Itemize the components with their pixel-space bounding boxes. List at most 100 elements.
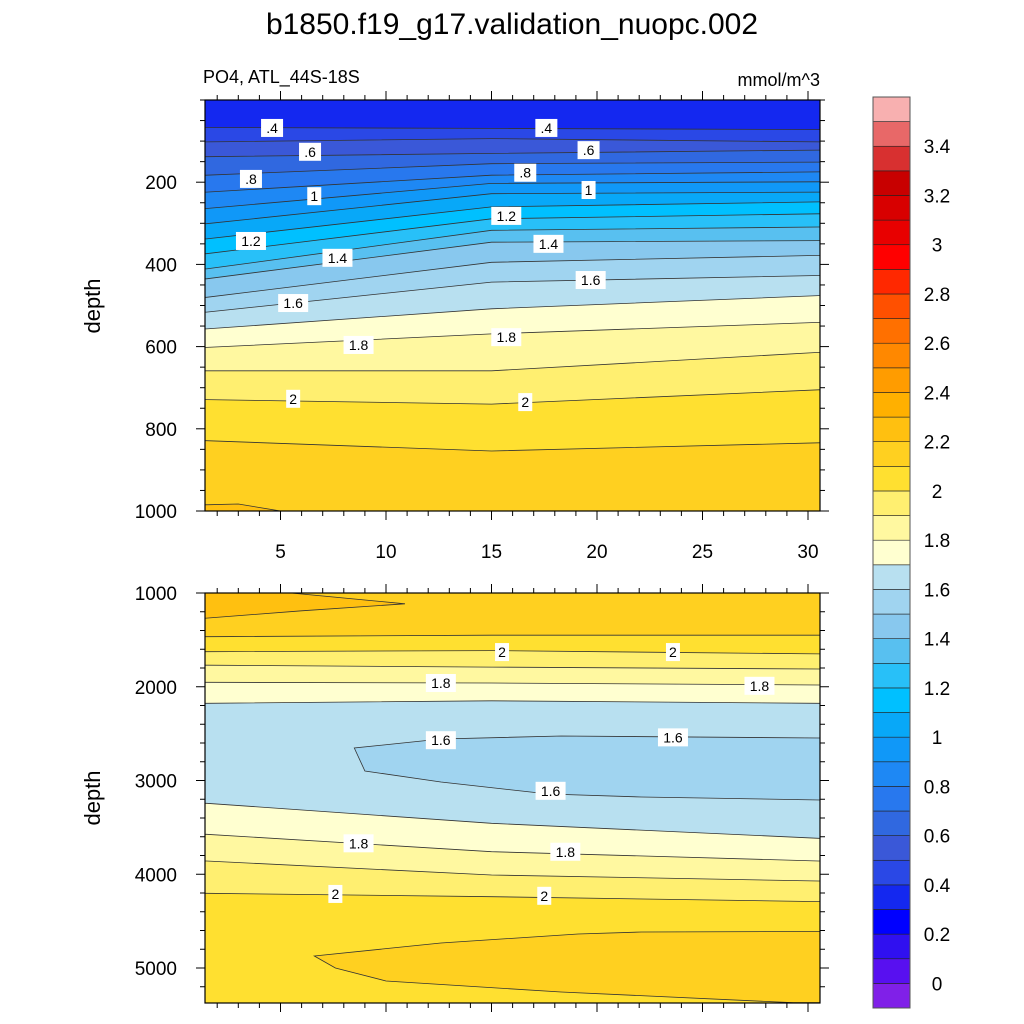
colorbar-box [872,416,911,443]
contour-line [205,802,820,839]
contour-label-box [535,118,558,137]
x-tick-label: 5 [275,542,286,563]
colorbar-box [872,712,911,738]
contour-label: .8 [245,171,257,187]
contour-label: 1.8 [556,844,576,860]
contour-label: 2 [521,394,529,410]
x-tick-label: 30 [797,542,818,563]
contour-label-box [491,328,522,347]
contour-label-box [328,884,343,903]
colorbar-box [872,392,911,418]
contour-line [205,201,820,240]
contour-label-box [425,731,456,750]
contour-label-box [425,674,456,692]
y-tick-label: 400 [145,255,177,276]
contour-line [205,295,820,330]
colorbar-label: 1.2 [924,679,950,700]
contour-pocket-2.1 [314,931,820,1003]
colorbar-box [872,441,911,467]
colorbar-box [872,589,911,615]
contour-line [205,171,820,193]
colorbar-label: 1.8 [924,531,950,552]
contour-label: 2 [498,644,506,660]
contour-line [205,892,820,902]
contour-line [205,181,820,209]
contour-line [205,226,820,270]
contour-fills [205,100,820,511]
contour-label: 1.6 [431,732,451,748]
colorbar-frame [872,96,911,1009]
colorbar-box [872,490,911,516]
contour-line [205,634,820,638]
contour-line [313,931,820,1003]
colorbar-box [872,810,911,836]
contour-label: 2 [540,888,548,904]
colorbar-label: 0.4 [924,876,951,897]
contour-label: 2 [331,886,339,902]
contour-label: .6 [583,142,595,158]
colorbar-box [872,195,911,221]
colorbar-label: 1.6 [924,580,950,601]
contour-line [205,593,406,619]
contour-label: 1.4 [539,236,559,252]
colorbar-label: 3.2 [924,186,950,207]
colorbar-box [872,367,911,393]
y-tick-label: 1000 [135,584,177,605]
contour-label: 1.8 [497,329,517,345]
contour-fills [205,593,820,1003]
contour-label-box [514,163,537,182]
contour-label: 1 [310,188,318,204]
contour-label-box [491,206,522,225]
contour-label: .8 [519,165,531,181]
x-tick-label: 10 [375,542,396,563]
contour-label-box [744,676,775,695]
colorbar-label: 1 [932,728,943,749]
bottom-y-axis-label: depth [80,770,105,825]
contour-label-box [665,643,680,662]
chart-title: b1850.f19_g17.validation_nuopc.002 [266,8,758,41]
contour-line [205,833,820,862]
colorbar-box [872,244,911,270]
colorbar-box [872,318,911,344]
colorbar-box [872,884,911,910]
colorbar-label: 2.4 [924,383,951,404]
y-tick-label: 800 [145,420,177,441]
units-label: mmol/m^3 [738,70,820,90]
colorbar-label: 0.2 [924,925,950,946]
contour-line [205,161,820,176]
variable-region-label: PO4, ATL_44S-18S [203,67,360,88]
x-tick-label: 20 [586,542,607,563]
colorbar-box [872,786,911,812]
colorbar-box [872,638,911,664]
colorbar-label: 0.8 [924,777,950,798]
colorbar-label: 2.8 [924,285,950,306]
colorbar-box [872,466,911,492]
contour-label: 1.6 [663,729,683,745]
contour-label-box [322,248,353,267]
colorbar-box [872,293,911,319]
contour-label-box [533,234,564,253]
contour-line [205,389,820,405]
contour-label-box [239,169,262,188]
colorbar-box [872,121,911,147]
colorbar-label: 2.6 [924,334,950,355]
contour-label: 1.2 [497,208,517,224]
contour-label-box [577,141,600,160]
contour-line [205,149,820,158]
contour-label: .4 [266,120,278,136]
colorbar-box [872,761,911,787]
contour-label-box [278,294,309,313]
contour-line [205,254,820,298]
colorbar-box [872,170,911,196]
colorbar-label: 2.2 [924,433,950,454]
top-panel: .4 .4 .6 .6 .8 .8 1 1 1.2 1.2 1.4 1.4 1.6 1.6 1.8 1.8 2 2… [135,91,829,563]
colorbar-box [872,933,911,960]
contour-label-box [550,842,581,861]
colorbar-box [872,613,911,639]
contour-line [205,503,281,511]
contour-label: 1.8 [349,835,369,851]
bottom-panel: 2 2 1.8 1.8 1.6 1.6 1.6 1.8 1.8 2 2 1000 2000 3000 400… [135,584,829,1012]
contour-line [205,127,820,131]
colorbar-label: 1.4 [924,630,951,651]
